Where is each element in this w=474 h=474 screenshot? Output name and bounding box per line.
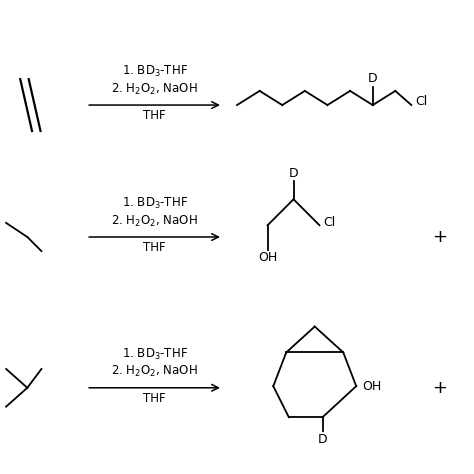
Text: 1. BD$_3$-THF: 1. BD$_3$-THF — [121, 347, 188, 362]
Text: 1. BD$_3$-THF: 1. BD$_3$-THF — [121, 64, 188, 79]
Text: OH: OH — [258, 251, 277, 264]
Text: +: + — [432, 379, 447, 397]
Text: THF: THF — [143, 392, 166, 405]
Text: +: + — [432, 228, 447, 246]
Text: Cl: Cl — [415, 95, 428, 108]
Text: OH: OH — [362, 380, 381, 392]
Text: THF: THF — [143, 109, 166, 122]
Text: 2. H$_2$O$_2$, NaOH: 2. H$_2$O$_2$, NaOH — [111, 213, 198, 228]
Text: D: D — [318, 433, 328, 446]
Text: 2. H$_2$O$_2$, NaOH: 2. H$_2$O$_2$, NaOH — [111, 364, 198, 379]
Text: 1. BD$_3$-THF: 1. BD$_3$-THF — [121, 196, 188, 211]
Text: Cl: Cl — [323, 216, 336, 229]
Text: THF: THF — [143, 241, 166, 254]
Text: D: D — [368, 72, 377, 85]
Text: D: D — [289, 166, 298, 180]
Text: 2. H$_2$O$_2$, NaOH: 2. H$_2$O$_2$, NaOH — [111, 82, 198, 97]
